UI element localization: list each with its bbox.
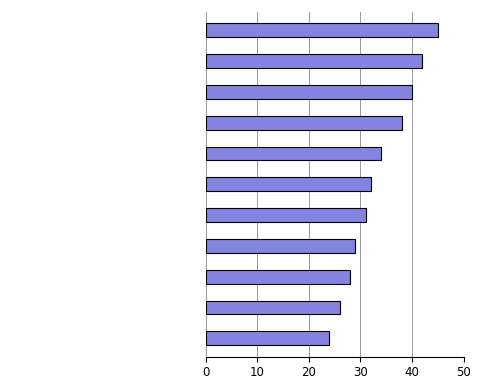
Bar — [206, 301, 340, 314]
Bar — [206, 85, 412, 99]
Bar — [206, 208, 366, 222]
Bar — [206, 54, 423, 68]
Bar — [206, 270, 350, 283]
Bar — [206, 147, 381, 160]
Bar — [206, 116, 402, 130]
Bar — [206, 239, 355, 253]
Bar — [206, 23, 438, 37]
Bar — [206, 177, 371, 191]
Bar — [206, 331, 329, 345]
